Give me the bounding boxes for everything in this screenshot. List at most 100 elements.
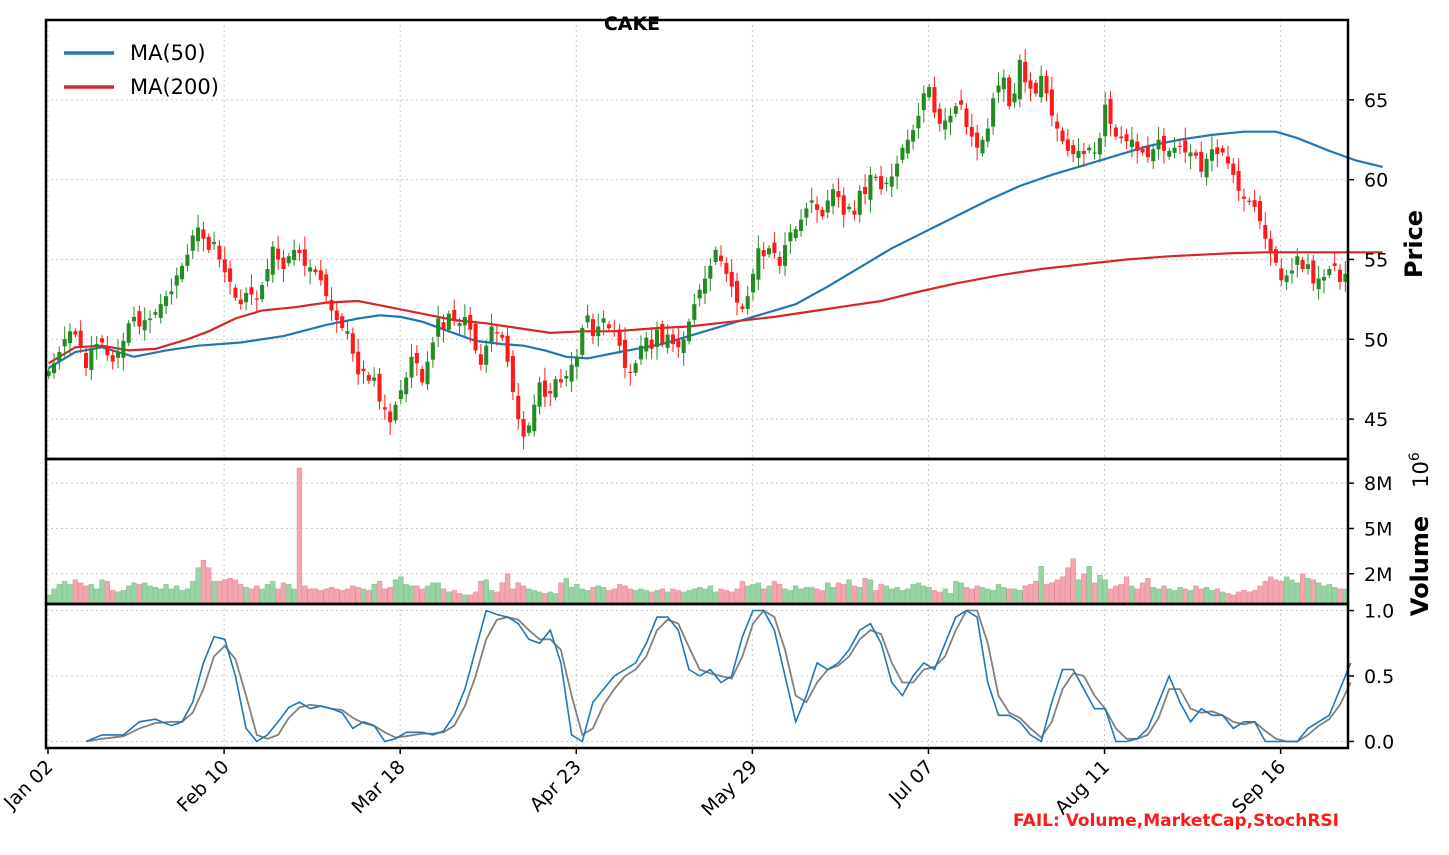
candle-body	[1327, 269, 1332, 276]
candle-body	[873, 176, 878, 179]
volume-bar	[910, 584, 916, 605]
volume-bar	[1123, 576, 1130, 605]
candle-body	[895, 163, 900, 177]
candle-body	[377, 373, 382, 402]
candle-body	[89, 348, 94, 370]
candle-body	[372, 377, 377, 381]
candle-body	[393, 404, 398, 421]
candle-body	[1119, 136, 1124, 139]
volume-bar	[1225, 593, 1231, 605]
stoch-y-tick-label: 1.0	[1364, 601, 1394, 623]
volume-bar	[334, 588, 340, 605]
candle-body	[708, 265, 713, 279]
volume-bar	[595, 585, 601, 605]
candle-body	[734, 280, 740, 303]
candle-body	[356, 351, 361, 375]
candle-body	[991, 98, 996, 127]
volume-bar	[1267, 576, 1274, 605]
candle-body	[644, 337, 649, 352]
volume-bar	[841, 584, 847, 605]
candle-body	[126, 323, 131, 343]
candle-body	[270, 246, 275, 275]
volume-bar	[825, 582, 831, 605]
volume-bar	[1187, 590, 1194, 605]
candle-body	[510, 355, 515, 392]
volume-bar	[152, 587, 159, 605]
candle-body	[1284, 275, 1289, 283]
volume-bar	[681, 591, 687, 605]
candle-body	[1209, 149, 1214, 161]
candle-body	[815, 204, 820, 210]
volume-bar	[1129, 585, 1135, 605]
volume-bar	[579, 588, 585, 605]
candle-body	[1167, 150, 1172, 157]
candle-body	[601, 318, 606, 323]
volume-exponent-base: 10	[1409, 461, 1433, 488]
volume-bar	[777, 584, 783, 605]
candle-body	[228, 268, 233, 282]
candle-body	[654, 329, 660, 347]
volume-grid	[46, 459, 1348, 604]
candle-body	[985, 128, 990, 142]
candle-body	[745, 296, 750, 309]
volume-bar	[1006, 588, 1012, 605]
volume-bar	[1059, 576, 1066, 605]
candle-body	[617, 329, 622, 346]
volume-bar	[131, 582, 137, 605]
candle-body	[975, 132, 980, 148]
candle-body	[852, 210, 857, 215]
candle-body	[564, 375, 569, 379]
candle-body	[100, 338, 105, 343]
candle-body	[686, 321, 692, 342]
volume-bar	[723, 590, 729, 605]
volume-bar	[515, 582, 521, 605]
candle-body	[46, 371, 51, 376]
volume-bar	[451, 590, 457, 605]
volume-bar	[1017, 590, 1023, 605]
candle-body	[494, 332, 499, 334]
volume-bar	[1182, 588, 1188, 605]
candle-body	[233, 287, 238, 298]
volume-bar	[1262, 581, 1268, 605]
candle-body	[841, 195, 846, 215]
volume-bar	[1070, 558, 1076, 605]
volume-bar	[286, 584, 292, 605]
volume-y-tick-label: 5M	[1364, 518, 1392, 540]
volume-bar	[590, 587, 596, 605]
volume-bar	[462, 594, 468, 605]
volume-bar	[654, 590, 660, 605]
candle-body	[937, 108, 942, 124]
candle-body	[606, 324, 611, 329]
volume-bar	[1081, 573, 1087, 605]
candle-body	[94, 344, 99, 347]
candle-body	[436, 318, 441, 337]
volume-bar	[969, 588, 975, 605]
volume-bar	[1230, 594, 1236, 605]
volume-bar	[350, 585, 356, 605]
volume-bar	[1316, 582, 1322, 605]
volume-bar	[184, 588, 191, 605]
candle-body	[121, 340, 126, 358]
volume-bar	[819, 590, 826, 605]
volume-bar	[291, 588, 297, 605]
volume-bar	[158, 588, 164, 605]
volume-bar	[1241, 590, 1247, 605]
candle-body	[718, 255, 724, 262]
volume-bar	[857, 587, 863, 605]
legend: MA(50) MA(200)	[64, 41, 219, 99]
volume-bar	[814, 588, 820, 605]
volume-bar	[387, 587, 393, 605]
candle-body	[932, 87, 937, 113]
volume-bar	[568, 587, 575, 605]
volume-bar	[729, 591, 735, 605]
volume-bar	[718, 588, 724, 605]
volume-bar	[115, 591, 121, 605]
candle-body	[281, 257, 286, 270]
candle-body	[51, 363, 57, 374]
candle-body	[462, 316, 467, 326]
volume-bar	[1134, 588, 1140, 605]
volume-y-tick-label: 2M	[1364, 564, 1392, 586]
candle-body	[1007, 77, 1012, 107]
volume-bar	[355, 587, 361, 605]
candle-body	[1231, 163, 1236, 175]
